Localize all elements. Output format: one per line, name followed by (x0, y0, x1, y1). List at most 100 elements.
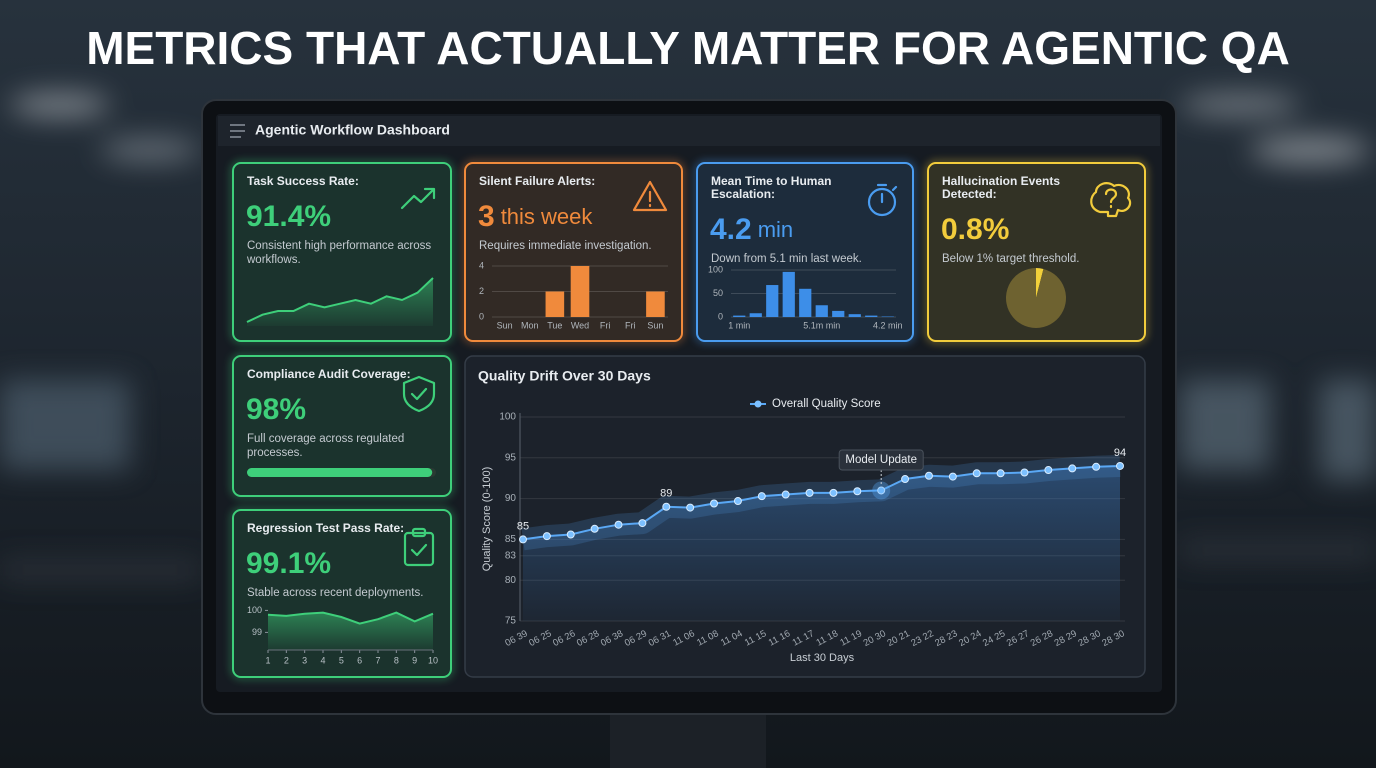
value-number: 0.8% (941, 213, 1009, 246)
stopwatch-icon (867, 183, 898, 217)
pie-slice (1036, 268, 1044, 298)
sparkline (246, 277, 434, 323)
x-tick-label: Fri (600, 320, 611, 330)
x-tick-label: 1 min (728, 320, 750, 330)
value-number: 91.4% (246, 200, 331, 233)
card-title: Detected: (942, 187, 997, 201)
card-title: Mean Time to Human (711, 174, 831, 188)
card-title: Task Success Rate: (247, 174, 359, 188)
point (614, 520, 623, 529)
bar (832, 310, 845, 317)
card-value: 99.1% (246, 547, 331, 580)
y-tick-label: 100 (247, 605, 262, 615)
card-tint (466, 164, 681, 340)
brain-icon (1090, 182, 1132, 218)
card-note: Requires immediate investigation. (479, 240, 652, 252)
card-note: processes. (247, 447, 303, 459)
charts: 0 2 4 Sun Mon Tue Wed Fri Fri Sun 0 50 100 1 min 5.1m … (246, 260, 1146, 678)
bar (782, 271, 795, 317)
warning-icon (632, 180, 668, 212)
card-title: Silent Failure Alerts: (479, 174, 595, 188)
point (733, 497, 742, 506)
y-tick-label: 0 (479, 311, 484, 321)
card (927, 162, 1146, 342)
progress-fill (247, 468, 433, 477)
bar (799, 288, 812, 317)
sparkline-area (247, 278, 433, 326)
clipboard-icon (403, 527, 435, 567)
bar (733, 315, 746, 317)
point (972, 469, 981, 478)
point (829, 488, 838, 497)
card-title: Escalation: (711, 187, 775, 201)
value-number: 4.2 (710, 213, 752, 246)
monitor-stand (610, 706, 766, 768)
point (853, 487, 862, 496)
data-label: 94 (1114, 447, 1126, 459)
card (464, 162, 683, 342)
bar (570, 266, 590, 317)
y-tick-label: 0 (718, 311, 723, 321)
point (1068, 464, 1077, 473)
value-number: 99.1% (246, 547, 331, 580)
annotation-glow (872, 481, 891, 500)
point (996, 469, 1005, 478)
y-tick-label: 99 (252, 627, 262, 637)
headline: METRICS THAT ACTUALLY MATTER FOR AGENTIC… (86, 22, 1290, 74)
y-tick-label: 50 (713, 288, 723, 298)
point (1020, 468, 1029, 477)
bar (865, 315, 878, 317)
icons (400, 180, 1132, 567)
point (686, 503, 695, 512)
dashboard-title: Agentic Workflow Dashboard (255, 122, 450, 138)
trend-icon (400, 187, 436, 210)
point (710, 499, 719, 508)
x-tick-label: 5 (339, 655, 344, 665)
point (662, 502, 671, 511)
office-lights (0, 93, 1376, 580)
y-tick-label: 80 (505, 575, 517, 586)
point (877, 486, 886, 495)
annotation: Model Update (845, 454, 917, 466)
x-tick-label: Sun (647, 320, 663, 330)
x-tick-label: 4 (320, 655, 325, 665)
card-value: 0.8% (941, 213, 1009, 246)
card-value: 98% (246, 393, 306, 426)
y-tick-label: 85 (505, 534, 517, 545)
legend-dot (754, 400, 762, 408)
point (519, 535, 527, 544)
shield-icon (402, 375, 436, 413)
point (901, 475, 910, 484)
card (232, 162, 452, 342)
card-value: 4.2 min (710, 213, 793, 246)
y-tick-label: 95 (505, 452, 517, 463)
x-tick-label: 5.1m min (803, 320, 840, 330)
card-note: Consistent high performance across (247, 240, 431, 252)
bar (545, 291, 565, 317)
point (590, 524, 599, 533)
card-note: Stable across recent deployments. (247, 587, 423, 599)
line (267, 611, 434, 625)
x-tick-label: 3 (302, 655, 307, 665)
x-tick-label: 10 (428, 655, 438, 665)
value-unit: this week (501, 204, 594, 229)
annotation-box (838, 449, 924, 471)
x-tick-label: Tue (547, 320, 562, 330)
bar (815, 305, 828, 317)
x-axis-label: Last 30 Days (790, 652, 855, 664)
card-title: Hallucination Events (942, 174, 1060, 188)
bar (646, 291, 665, 317)
y-tick-label: 2 (479, 286, 484, 296)
bar (766, 285, 779, 317)
value-number: 3 (478, 200, 495, 233)
x-tick-label: Sun (497, 320, 513, 330)
area (268, 612, 433, 650)
point (757, 492, 766, 501)
y-tick-label: 75 (505, 616, 517, 627)
card-tint (234, 164, 450, 340)
card-note: Down from 5.1 min last week. (711, 253, 862, 265)
area (523, 466, 1120, 621)
value-unit: min (758, 217, 793, 242)
x-tick-label: 8 (394, 655, 399, 665)
pie-slice (1005, 268, 1066, 328)
